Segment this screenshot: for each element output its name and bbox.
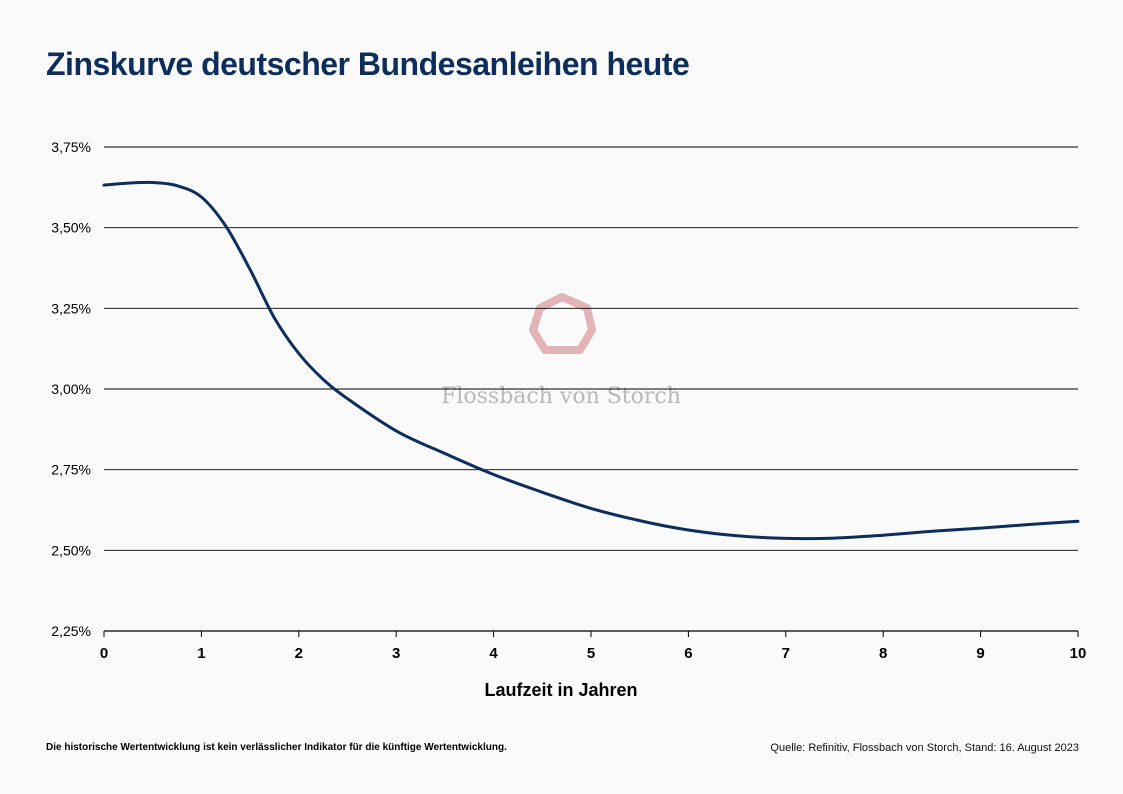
y-tick-label: 3,75% <box>51 139 91 155</box>
yield-curve-line <box>102 180 1080 541</box>
x-axis-title: Laufzeit in Jahren <box>484 680 637 700</box>
x-tick-label: 10 <box>1070 645 1087 662</box>
x-tick-label: 3 <box>392 645 400 662</box>
y-tick-label: 2,50% <box>51 542 91 558</box>
x-tick-label: 9 <box>976 645 984 662</box>
source-note: Quelle: Refinitiv, Flossbach von Storch,… <box>770 742 1079 754</box>
series-group <box>102 180 1080 541</box>
y-tick-label: 2,25% <box>51 623 91 639</box>
x-axis-labels: 0 1 2 3 4 5 6 7 8 9 10 <box>100 645 1087 662</box>
x-tick-label: 0 <box>100 645 108 662</box>
y-axis-labels: 2,25% 2,50% 2,75% 3,00% 3,25% 3,50% 3,75% <box>51 139 91 639</box>
chart-title: Zinskurve deutscher Bundesanleihen heute <box>46 46 690 82</box>
x-axis <box>103 631 1079 637</box>
grid-lines <box>104 146 1078 632</box>
x-tick-label: 5 <box>587 645 595 662</box>
y-tick-label: 3,00% <box>51 381 91 397</box>
y-tick-label: 3,25% <box>51 300 91 316</box>
x-tick-label: 1 <box>197 645 205 662</box>
watermark-logo: Flossbach von Storch <box>441 293 681 409</box>
x-tick-label: 2 <box>295 645 303 662</box>
watermark-heptagon-icon <box>529 293 596 354</box>
footnote: Die historische Wertentwicklung ist kein… <box>46 742 507 753</box>
watermark-text: Flossbach von Storch <box>441 384 681 409</box>
x-tick-label: 6 <box>684 645 692 662</box>
x-tick-label: 7 <box>782 645 790 662</box>
y-tick-label: 3,50% <box>51 220 91 236</box>
y-tick-label: 2,75% <box>51 462 91 478</box>
x-tick-label: 8 <box>879 645 887 662</box>
x-tick-label: 4 <box>489 645 498 662</box>
